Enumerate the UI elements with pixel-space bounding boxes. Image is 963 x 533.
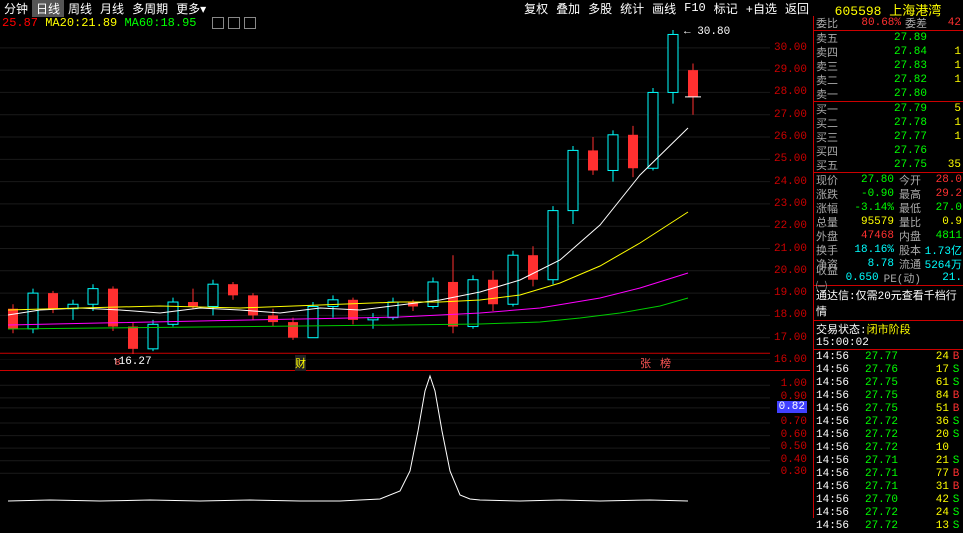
sub-ylabel: 0.82 [777, 401, 807, 413]
trade-row: 14:5627.7224S [814, 506, 963, 519]
tool-4[interactable]: 画线 [648, 0, 680, 17]
ylabel: 30.00 [774, 42, 807, 54]
trade-ticks: 14:5627.7724B14:5627.7617S14:5627.7561S1… [814, 350, 963, 532]
trade-row: 14:5627.7584B [814, 389, 963, 402]
trade-row: 14:5627.7236S [814, 415, 963, 428]
trade-row: 14:5627.7131B [814, 480, 963, 493]
trade-row: 14:5627.7561S [814, 376, 963, 389]
ylabel: 17.00 [774, 332, 807, 344]
tool-5[interactable]: F10 [680, 1, 710, 15]
ma20-label: MA20: [45, 16, 81, 30]
bid-row[interactable]: 买四27.76 [814, 144, 963, 158]
tool-0[interactable]: 复权 [520, 0, 552, 17]
tool-2[interactable]: 多股 [584, 0, 616, 17]
ylabel: 24.00 [774, 176, 807, 188]
settings-icon[interactable] [228, 17, 240, 29]
tool-6[interactable]: 标记 [710, 0, 742, 17]
ask-row[interactable]: 卖二27.821 [814, 73, 963, 87]
sub-ylabel: 0.70 [781, 416, 807, 428]
ask-row[interactable]: 卖四27.841 [814, 45, 963, 59]
bid-row[interactable]: 买二27.781 [814, 116, 963, 130]
tool-3[interactable]: 统计 [616, 0, 648, 17]
ma20-value: 21.89 [81, 16, 117, 30]
ylabel: 21.00 [774, 243, 807, 255]
ylabel: 18.00 [774, 309, 807, 321]
ask-row[interactable]: 卖五27.89 [814, 31, 963, 45]
info-row: 涨跌-0.90最高29.2 [814, 187, 963, 201]
high-price-label: ← 30.80 [684, 26, 730, 38]
indicator-axis: 1.000.900.820.700.600.500.400.30 [773, 370, 809, 518]
ma60-label: MA60: [124, 16, 160, 30]
sub-ylabel: 0.30 [781, 466, 807, 478]
info-grid: 现价27.80今开28.0涨跌-0.90最高29.2涨幅-3.14%最低27.0… [814, 173, 963, 285]
tab-4[interactable]: 多周期 [128, 0, 172, 17]
sub-ylabel: 0.40 [781, 454, 807, 466]
ask-row[interactable]: 卖一27.80 [814, 87, 963, 101]
chart-svg [0, 30, 770, 360]
info-row: 涨幅-3.14%最低27.0 [814, 201, 963, 215]
trade-row: 14:5627.7724B [814, 350, 963, 363]
ask-row[interactable]: 卖三27.831 [814, 59, 963, 73]
bid-row[interactable]: 买五27.7535 [814, 158, 963, 172]
trade-row: 14:5627.7177B [814, 467, 963, 480]
sub-ylabel: 0.50 [781, 441, 807, 453]
trade-row: 14:5627.7210 [814, 441, 963, 454]
tab-1[interactable]: 日线 [32, 0, 64, 17]
price-axis: 30.00 29.00 28.00 27.00 26.00 25.00 24.00 23.00… [773, 30, 809, 360]
quote-panel: 委比 80.68% 委差 42 卖五27.89卖四27.841卖三27.831卖… [813, 16, 963, 518]
trade-row: 14:5627.7551B [814, 402, 963, 415]
candlestick-chart[interactable]: ← 30.80 ↑16.27 [0, 30, 810, 360]
tdx-message[interactable]: 通达信:仅需20元查看千档行情 [814, 286, 963, 320]
indicator-subchart[interactable] [0, 370, 810, 518]
expand-icon[interactable] [244, 17, 256, 29]
ylabel: 29.00 [774, 64, 807, 76]
ylabel: 20.00 [774, 265, 807, 277]
info-row: 现价27.80今开28.0 [814, 173, 963, 187]
ma-indicators: 25.87 MA20:21.89 MA60:18.95 [2, 16, 256, 30]
subchart-svg [0, 371, 770, 519]
info-row: 换手18.16%股本1.73亿 [814, 243, 963, 257]
info-row: 收益㈠0.650PE(动)21. [814, 271, 963, 285]
grid-icon[interactable] [212, 17, 224, 29]
tab-2[interactable]: 周线 [64, 0, 96, 17]
ylabel: 23.00 [774, 198, 807, 210]
info-row: 外盘47468内盘4811 [814, 229, 963, 243]
chart-icons [212, 17, 256, 29]
trade-status: 交易状态:闭市阶段 15:00:02 [814, 320, 963, 350]
ask-levels: 卖五27.89卖四27.841卖三27.831卖二27.821卖一27.80 [814, 31, 963, 101]
ylabel: 27.00 [774, 109, 807, 121]
sub-ylabel: 0.60 [781, 429, 807, 441]
close-price: 25.87 [2, 16, 38, 30]
ratio-row: 委比 80.68% 委差 42 [814, 16, 963, 30]
tab-0[interactable]: 分钟 [0, 0, 32, 17]
sub-ylabel: 1.00 [781, 378, 807, 390]
ylabel: 19.00 [774, 287, 807, 299]
marker-bang[interactable]: 榜 [660, 355, 671, 371]
trade-row: 14:5627.7213S [814, 519, 963, 532]
tab-3[interactable]: 月线 [96, 0, 128, 17]
toolbar: 复权叠加多股统计画线F10标记+自选返回 [520, 0, 813, 16]
marker-cai[interactable]: 财 [295, 355, 306, 371]
ylabel: 28.00 [774, 86, 807, 98]
tool-1[interactable]: 叠加 [552, 0, 584, 17]
ma60-value: 18.95 [160, 16, 196, 30]
ylabel: 16.00 [774, 354, 807, 366]
ylabel: 22.00 [774, 220, 807, 232]
trade-row: 14:5627.7042S [814, 493, 963, 506]
tool-8[interactable]: 返回 [781, 0, 813, 17]
trade-row: 14:5627.7220S [814, 428, 963, 441]
tab-5[interactable]: 更多▾ [172, 0, 210, 17]
ylabel: 25.00 [774, 153, 807, 165]
bid-row[interactable]: 买三27.771 [814, 130, 963, 144]
tool-7[interactable]: +自选 [742, 0, 781, 17]
trade-row: 14:5627.7121S [814, 454, 963, 467]
info-row: 总量95579量比0.9 [814, 215, 963, 229]
bid-levels: 买一27.795买二27.781买三27.771买四27.76买五27.7535 [814, 102, 963, 172]
marker-zhang[interactable]: 张 [640, 355, 651, 371]
ylabel: 26.00 [774, 131, 807, 143]
trade-row: 14:5627.7617S [814, 363, 963, 376]
bid-row[interactable]: 买一27.795 [814, 102, 963, 116]
